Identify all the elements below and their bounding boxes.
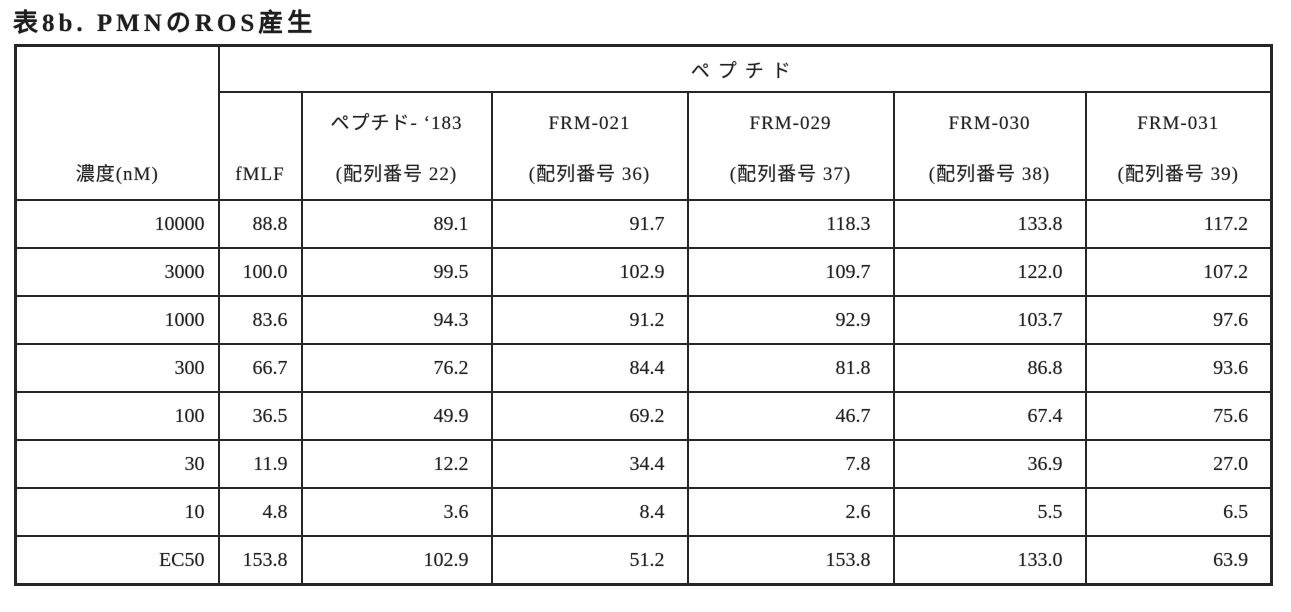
col-header-name: FRM-029: [749, 113, 832, 134]
col-header-seqid: (配列番号 36): [528, 164, 651, 185]
value-cell: 153.8: [686, 535, 895, 586]
row-label: 30: [14, 439, 220, 489]
table-title: 表8b. PMNのROS産生: [13, 10, 317, 37]
value-cell: 49.9: [300, 391, 493, 441]
col-header-frm-030: FRM-030 (配列番号 38): [892, 91, 1087, 201]
value-cell: 89.1: [300, 199, 493, 249]
col-header-name: FRM-031: [1137, 113, 1220, 134]
column-header-row: fMLF ペプチド- ‘183 (配列番号 22) FRM-021 (配列番号 …: [16, 91, 1273, 201]
value-cell: 2.6: [686, 487, 895, 537]
group-header-row: 濃度(nM) ペプチド: [14, 44, 1273, 201]
value-cell: 63.9: [1084, 535, 1273, 586]
pmn-ros-table: 濃度(nM) ペプチド fMLF ペプチド- ‘183 (配列番号 22) FR…: [14, 44, 1274, 586]
row-label: 1000: [14, 295, 220, 345]
value-cell: 100.0: [217, 247, 303, 297]
value-cell: 75.6: [1084, 391, 1273, 441]
value-cell: 67.4: [892, 391, 1087, 441]
value-cell: 86.8: [892, 343, 1087, 393]
value-cell: 11.9: [217, 439, 303, 489]
col-header-seqid: (配列番号 37): [729, 164, 852, 185]
col-header-frm-021: FRM-021 (配列番号 36): [490, 91, 689, 201]
value-cell: 66.7: [217, 343, 303, 393]
row-label: 10: [14, 487, 220, 537]
value-cell: 8.4: [490, 487, 689, 537]
row-label: 3000: [14, 247, 220, 297]
peptide-group-header: ペプチド: [217, 44, 1273, 93]
value-cell: 153.8: [217, 535, 303, 586]
row-label: 300: [14, 343, 220, 393]
value-cell: 93.6: [1084, 343, 1273, 393]
value-cell: 97.6: [1084, 295, 1273, 345]
value-cell: 36.5: [217, 391, 303, 441]
value-cell: 91.7: [490, 199, 689, 249]
value-cell: 81.8: [686, 343, 895, 393]
row-label: 100: [14, 391, 220, 441]
value-cell: 99.5: [300, 247, 493, 297]
value-cell: 7.8: [686, 439, 895, 489]
value-cell: 117.2: [1084, 199, 1273, 249]
col-header-name: ペプチド- ‘183: [330, 113, 463, 134]
value-cell: 4.8: [217, 487, 303, 537]
value-cell: 133.8: [892, 199, 1087, 249]
value-cell: 5.5: [892, 487, 1087, 537]
value-cell: 3.6: [300, 487, 493, 537]
value-cell: 51.2: [490, 535, 689, 586]
value-cell: 118.3: [686, 199, 895, 249]
value-cell: 83.6: [217, 295, 303, 345]
value-cell: 102.9: [300, 535, 493, 586]
table-row: 300 66.7 76.2 84.4 81.8 86.8 93.6: [14, 343, 1273, 393]
col-header-seqid: (配列番号 38): [928, 164, 1051, 185]
value-cell: 102.9: [490, 247, 689, 297]
value-cell: 107.2: [1084, 247, 1273, 297]
col-header-name: FRM-030: [948, 113, 1031, 134]
value-cell: 34.4: [490, 439, 689, 489]
value-cell: 122.0: [892, 247, 1087, 297]
value-cell: 12.2: [300, 439, 493, 489]
value-cell: 69.2: [490, 391, 689, 441]
value-cell: 92.9: [686, 295, 895, 345]
value-cell: 133.0: [892, 535, 1087, 586]
table-row: 1000 83.6 94.3 91.2 92.9 103.7 97.6: [14, 295, 1273, 345]
table-row: 10 4.8 3.6 8.4 2.6 5.5 6.5: [14, 487, 1273, 537]
table-row: 30 11.9 12.2 34.4 7.8 36.9 27.0: [14, 439, 1273, 489]
col-header-peptide-183: ペプチド- ‘183 (配列番号 22): [300, 91, 493, 201]
table-row: 10000 88.8 89.1 91.7 118.3 133.8 117.2: [14, 199, 1273, 249]
col-header-label: fMLF: [235, 164, 285, 185]
value-cell: 109.7: [686, 247, 895, 297]
value-cell: 36.9: [892, 439, 1087, 489]
value-cell: 88.8: [217, 199, 303, 249]
concentration-column-header: 濃度(nM): [14, 44, 220, 201]
col-header-name: FRM-021: [548, 113, 631, 134]
table-row: 100 36.5 49.9 69.2 46.7 67.4 75.6: [14, 391, 1273, 441]
value-cell: 103.7: [892, 295, 1087, 345]
col-header-frm-029: FRM-029 (配列番号 37): [686, 91, 895, 201]
value-cell: 46.7: [686, 391, 895, 441]
col-header-fmlf: fMLF: [217, 91, 303, 201]
value-cell: 84.4: [490, 343, 689, 393]
value-cell: 76.2: [300, 343, 493, 393]
col-header-seqid: (配列番号 22): [335, 164, 458, 185]
col-header-frm-031: FRM-031 (配列番号 39): [1084, 91, 1273, 201]
table-row: 3000 100.0 99.5 102.9 109.7 122.0 107.2: [14, 247, 1273, 297]
value-cell: 91.2: [490, 295, 689, 345]
value-cell: 94.3: [300, 295, 493, 345]
table-row-ec50: EC50 153.8 102.9 51.2 153.8 133.0 63.9: [14, 535, 1273, 586]
value-cell: 6.5: [1084, 487, 1273, 537]
row-label: EC50: [14, 535, 220, 586]
col-header-seqid: (配列番号 39): [1117, 164, 1239, 185]
value-cell: 27.0: [1084, 439, 1273, 489]
row-label: 10000: [14, 199, 220, 249]
